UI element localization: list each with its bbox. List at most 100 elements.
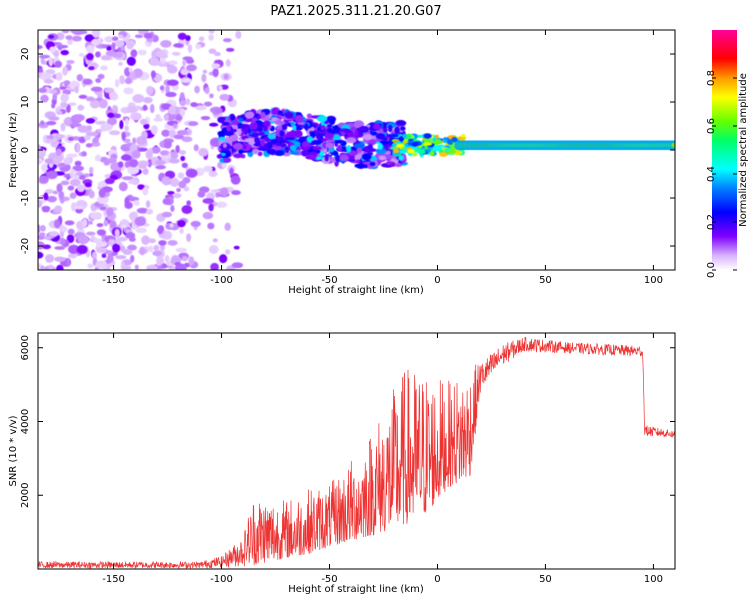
heatmap-cell xyxy=(202,211,214,220)
heatmap-cell xyxy=(123,138,131,144)
heatmap-cell xyxy=(182,59,187,67)
heatmap-cell xyxy=(178,180,187,189)
heatmap-cell xyxy=(132,94,145,104)
heatmap-cell xyxy=(356,159,361,164)
heatmap-cell xyxy=(186,200,191,206)
x-tick-label: 0 xyxy=(434,574,440,585)
heatmap-cell xyxy=(180,77,192,83)
snr-y-axis-label: SNR (10 * v/v) xyxy=(8,415,19,486)
spectrogram-x-axis-label: Height of straight line (km) xyxy=(288,285,424,296)
heatmap-cell xyxy=(324,153,329,162)
heatmap-cell xyxy=(277,110,283,115)
heatmap-cell xyxy=(88,66,95,71)
heatmap-cell xyxy=(68,244,80,254)
heatmap-cell xyxy=(260,111,266,119)
heatmap-cell xyxy=(398,135,405,142)
heatmap-cell xyxy=(104,35,114,43)
heatmap-cell xyxy=(387,124,393,133)
heatmap-cell xyxy=(208,203,214,212)
chart-title: PAZ1.2025.311.21.20.G07 xyxy=(270,4,441,19)
heatmap-cell xyxy=(345,137,357,144)
heatmap-cell xyxy=(93,238,102,244)
heatmap-cell xyxy=(78,30,88,35)
heatmap-cell xyxy=(193,144,199,152)
heatmap-cell xyxy=(254,136,260,144)
heatmap-cell xyxy=(128,158,139,168)
heatmap-cell xyxy=(204,87,210,95)
heatmap-cell xyxy=(127,165,140,175)
heatmap-cell xyxy=(346,145,352,153)
heatmap-cell xyxy=(176,129,189,136)
heatmap-cell xyxy=(38,199,43,208)
heatmap-cell xyxy=(136,207,149,214)
heatmap-cell xyxy=(67,253,78,259)
heatmap-cell xyxy=(123,87,134,95)
heatmap-cell xyxy=(167,65,178,74)
heatmap-cell xyxy=(411,141,419,147)
heatmap-cell xyxy=(282,152,291,157)
heatmap-cell xyxy=(332,134,341,141)
heatmap-cell xyxy=(55,148,62,157)
heatmap-cell xyxy=(170,177,179,188)
heatmap-cell xyxy=(395,120,407,126)
heatmap-cell xyxy=(104,87,115,94)
heatmap-cell xyxy=(220,187,229,197)
heatmap-cell xyxy=(197,190,206,198)
heatmap-cell xyxy=(267,142,273,149)
heatmap-cell xyxy=(235,30,242,39)
heatmap-cell xyxy=(145,200,151,208)
x-tick-label: -100 xyxy=(210,574,233,585)
heatmap-cell xyxy=(48,264,54,270)
heatmap-cell xyxy=(65,104,71,113)
heatmap-cell xyxy=(43,235,53,240)
heatmap-cell xyxy=(58,190,65,199)
heatmap-cell xyxy=(228,128,238,133)
heatmap-cell xyxy=(89,166,94,174)
heatmap-cell xyxy=(95,78,102,83)
heatmap-cell xyxy=(304,123,309,131)
heatmap-cell xyxy=(175,145,180,154)
heatmap-cell xyxy=(207,222,215,230)
heatmap-cell xyxy=(442,139,448,144)
heatmap-cell xyxy=(198,36,205,42)
heatmap-cell xyxy=(349,146,357,151)
x-tick-label: -100 xyxy=(210,275,233,286)
y-tick-label: 6000 xyxy=(20,335,31,360)
heatmap-cell xyxy=(95,51,101,58)
heatmap-cell xyxy=(45,254,55,263)
heatmap-cell xyxy=(320,125,326,131)
heatmap-cell xyxy=(41,205,51,211)
heatmap-cell xyxy=(179,99,187,107)
heatmap-cell xyxy=(208,48,217,54)
heatmap-cell xyxy=(294,111,302,116)
heatmap-cell xyxy=(182,56,193,61)
heatmap-cell xyxy=(65,35,73,41)
heatmap-cell xyxy=(217,130,227,137)
heatmap-cell xyxy=(66,59,75,65)
heatmap-cell xyxy=(175,247,187,253)
colorbar-gradient xyxy=(712,30,737,270)
heatmap-cell xyxy=(121,265,132,270)
heatmap-cell xyxy=(222,38,232,43)
heatmap-cell xyxy=(77,125,89,133)
heatmap-cell xyxy=(167,240,178,246)
heatmap-cell xyxy=(77,234,89,245)
heatmap-cell xyxy=(327,124,333,128)
heatmap-cell xyxy=(209,93,214,99)
heatmap-cell xyxy=(105,50,117,57)
heatmap-cell xyxy=(112,113,122,119)
snr-series-line xyxy=(38,336,675,569)
heatmap-cell xyxy=(91,38,100,46)
heatmap-cell xyxy=(97,73,105,80)
heatmap-cell xyxy=(220,149,231,154)
heatmap-cell xyxy=(230,115,236,121)
heatmap-cell xyxy=(117,161,124,168)
heatmap-cell xyxy=(181,162,188,169)
heatmap-cell xyxy=(69,122,82,128)
heatmap-cell xyxy=(361,153,372,161)
heatmap-cell xyxy=(133,199,140,206)
heatmap-cell xyxy=(258,131,266,137)
heatmap-cell xyxy=(147,238,157,244)
heatmap-cell xyxy=(190,102,198,108)
heatmap-cell xyxy=(44,158,54,164)
